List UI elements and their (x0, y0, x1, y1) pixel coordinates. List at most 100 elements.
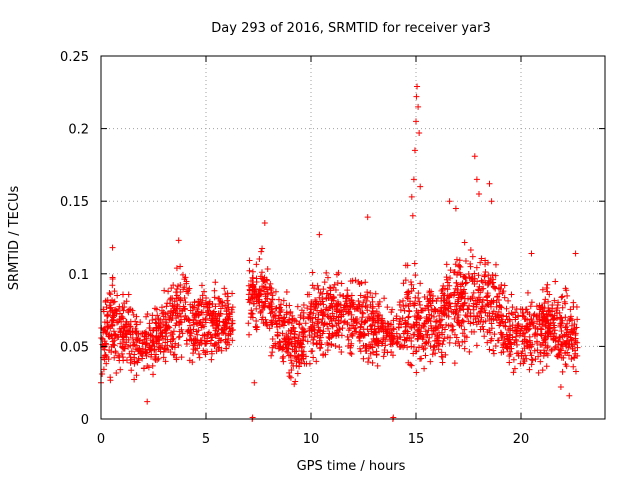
data-point (150, 326, 157, 333)
data-point (572, 368, 579, 375)
data-point (105, 333, 112, 340)
data-point (464, 312, 471, 319)
data-point (225, 335, 232, 342)
data-point (354, 305, 361, 312)
data-point (459, 338, 466, 345)
data-point (170, 335, 177, 342)
data-point (396, 344, 403, 351)
data-point (570, 326, 577, 333)
data-point (381, 295, 388, 302)
data-point (405, 359, 412, 366)
data-point (310, 354, 317, 361)
data-point (504, 316, 511, 323)
data-point (476, 283, 483, 290)
data-point (471, 328, 478, 335)
data-point (571, 354, 578, 361)
data-point (292, 328, 299, 335)
data-point (101, 319, 108, 326)
data-point (199, 292, 206, 299)
data-point (558, 341, 565, 348)
data-point (223, 325, 230, 332)
data-point (148, 332, 155, 339)
data-point (100, 308, 107, 315)
data-point (183, 278, 190, 285)
data-point (536, 321, 543, 328)
data-point (489, 310, 496, 317)
data-point (117, 329, 124, 336)
data-point (383, 332, 390, 339)
data-point (206, 300, 212, 307)
data-point (191, 299, 198, 306)
data-point (434, 295, 441, 302)
data-point (531, 331, 538, 338)
data-point (461, 345, 468, 352)
data-point (149, 312, 156, 319)
data-point (217, 310, 224, 317)
data-point (555, 351, 562, 358)
data-point (338, 332, 345, 339)
x-tick-label: 15 (408, 432, 425, 447)
data-point (367, 290, 374, 297)
data-point (363, 297, 370, 304)
data-point (280, 353, 287, 360)
data-point (142, 350, 149, 357)
data-point (131, 360, 138, 367)
data-point (158, 304, 165, 311)
data-point (556, 350, 563, 357)
data-point (530, 312, 537, 319)
data-point (310, 336, 317, 343)
data-point (274, 331, 281, 338)
data-point (426, 334, 433, 341)
data-point (365, 355, 372, 362)
data-point (302, 353, 309, 360)
data-point (459, 330, 466, 337)
data-point (374, 362, 381, 369)
data-point (258, 269, 265, 276)
data-point (313, 300, 320, 307)
data-point (224, 339, 231, 346)
data-point (519, 338, 526, 345)
data-point (269, 335, 276, 342)
data-point (470, 319, 477, 326)
data-point (214, 330, 221, 337)
data-point (453, 280, 460, 287)
data-point (327, 304, 334, 311)
data-point (438, 316, 445, 323)
data-point (562, 361, 569, 368)
data-point (148, 351, 155, 358)
data-point (288, 367, 295, 374)
data-point (519, 306, 526, 313)
data-point (532, 330, 539, 337)
data-point (211, 294, 218, 301)
data-point (117, 310, 124, 317)
data-point (253, 261, 260, 268)
data-point (132, 328, 139, 335)
data-point (196, 301, 203, 308)
data-point (222, 331, 229, 338)
data-point (288, 357, 295, 364)
x-tick-label: 0 (97, 432, 105, 447)
data-point (408, 193, 415, 200)
data-point (209, 301, 216, 308)
data-point (509, 311, 516, 318)
data-point (125, 309, 132, 316)
data-point (329, 310, 336, 317)
data-point (429, 298, 436, 305)
axis-ticks: 0 5 10 15 20 0 0.05 0.1 0.15 0.2 0.25 (60, 50, 605, 447)
data-point (558, 328, 565, 335)
data-point (364, 289, 371, 296)
data-point (174, 310, 181, 317)
data-point (204, 331, 211, 338)
data-point (503, 305, 510, 312)
data-point (195, 298, 202, 305)
data-point (400, 280, 407, 287)
data-point (260, 320, 267, 327)
data-point (494, 294, 501, 301)
data-point (272, 343, 279, 350)
data-point (309, 282, 316, 289)
data-point (486, 180, 493, 187)
data-point (338, 349, 345, 356)
data-point (519, 348, 526, 355)
data-point (144, 311, 151, 318)
data-point (405, 320, 412, 327)
